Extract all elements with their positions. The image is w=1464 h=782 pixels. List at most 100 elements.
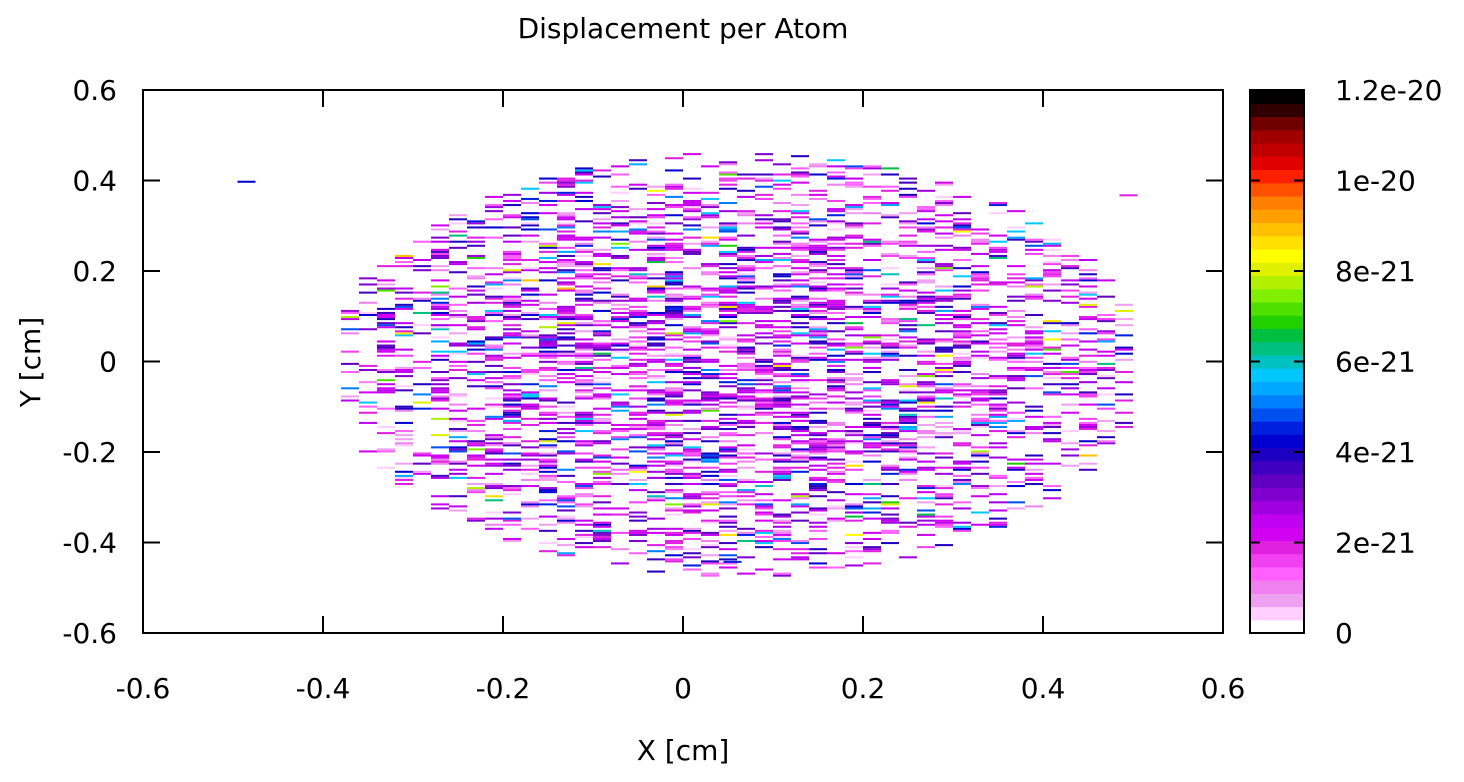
heatmap-cell — [395, 256, 413, 260]
heatmap-cell — [719, 177, 737, 180]
heatmap-cell — [863, 222, 881, 225]
heatmap-cell — [683, 371, 701, 374]
heatmap-cell — [503, 279, 521, 282]
heatmap-cell — [485, 417, 503, 420]
heatmap-cell — [701, 204, 719, 207]
heatmap-cell — [539, 476, 557, 479]
heatmap-cell — [719, 187, 737, 190]
heatmap-cell — [899, 470, 917, 473]
heatmap-cell — [755, 307, 773, 310]
heatmap-cell — [629, 478, 647, 481]
heatmap-cell — [701, 482, 719, 486]
heatmap-cell — [665, 332, 683, 335]
heatmap-cell — [593, 407, 611, 410]
heatmap-cell — [845, 305, 863, 308]
heatmap-cell — [395, 297, 413, 300]
heatmap-cell — [737, 421, 755, 424]
heatmap-cell — [665, 183, 683, 186]
heatmap-cell — [629, 220, 647, 223]
y-tick-label: 0 — [99, 346, 117, 379]
heatmap-cell — [237, 180, 256, 183]
heatmap-cell — [575, 417, 593, 420]
heatmap-cell — [557, 440, 575, 443]
heatmap-cell — [701, 226, 719, 229]
heatmap-cell — [647, 201, 665, 205]
heatmap-cell — [503, 283, 521, 286]
heatmap-cell — [773, 173, 791, 176]
heatmap-cell — [539, 301, 557, 304]
heatmap-cell — [791, 181, 809, 184]
heatmap-cell — [719, 554, 737, 557]
colorbar-band — [1250, 619, 1304, 634]
heatmap-cell — [719, 346, 737, 349]
heatmap-cell — [719, 474, 737, 477]
heatmap-cell — [521, 311, 539, 314]
heatmap-cell — [755, 259, 773, 262]
heatmap-cell — [845, 377, 863, 380]
heatmap-cell — [1025, 454, 1043, 457]
heatmap-cell — [989, 385, 1007, 388]
heatmap-cell — [1043, 462, 1061, 465]
heatmap-cell — [791, 434, 809, 437]
heatmap-cell — [737, 309, 755, 312]
heatmap-cell — [1007, 417, 1025, 420]
heatmap-cell — [845, 407, 863, 410]
heatmap-cell — [989, 525, 1007, 528]
heatmap-cell — [431, 340, 449, 343]
heatmap-cell — [449, 261, 467, 264]
heatmap-cell — [341, 350, 359, 353]
heatmap-cell — [683, 309, 701, 312]
heatmap-cell — [971, 397, 989, 400]
heatmap-cell — [827, 330, 845, 333]
heatmap-cell — [449, 472, 467, 475]
heatmap-cell — [719, 478, 737, 481]
heatmap-cell — [719, 503, 737, 506]
heatmap-cell — [593, 175, 611, 178]
heatmap-cell — [737, 387, 755, 390]
heatmap-cell — [539, 438, 557, 441]
heatmap-cell — [611, 342, 629, 345]
heatmap-cell — [1115, 371, 1133, 374]
heatmap-cell — [971, 273, 989, 276]
heatmap-cell — [791, 428, 809, 431]
heatmap-cell — [593, 529, 611, 532]
heatmap-cell — [827, 267, 845, 270]
heatmap-cell — [431, 291, 449, 294]
heatmap-cell — [575, 313, 593, 317]
heatmap-cell — [449, 234, 467, 237]
heatmap-cell — [575, 169, 593, 172]
heatmap-cell — [845, 277, 863, 280]
heatmap-cell — [557, 216, 575, 219]
heatmap-cell — [791, 246, 809, 249]
heatmap-cell — [935, 519, 953, 522]
heatmap-cell — [377, 432, 395, 435]
heatmap-cell — [791, 552, 809, 555]
heatmap-cell — [467, 316, 485, 319]
heatmap-cell — [809, 224, 827, 227]
heatmap-cell — [1097, 403, 1115, 406]
heatmap-cell — [521, 423, 539, 426]
heatmap-cell — [485, 297, 503, 300]
heatmap-cell — [953, 259, 971, 262]
heatmap-cell — [449, 460, 467, 463]
heatmap-cell — [917, 271, 935, 274]
heatmap-cell — [485, 346, 503, 349]
heatmap-cell — [449, 377, 467, 380]
heatmap-cell — [971, 487, 989, 490]
heatmap-cell — [647, 375, 665, 378]
heatmap-cell — [755, 470, 773, 473]
heatmap-cell — [1079, 444, 1097, 447]
heatmap-cell — [647, 336, 665, 339]
heatmap-cell — [629, 187, 647, 190]
heatmap-cell — [737, 366, 755, 369]
heatmap-cell — [953, 430, 971, 433]
heatmap-cell — [737, 531, 755, 534]
heatmap-cell — [665, 462, 683, 465]
heatmap-cell — [683, 295, 701, 298]
heatmap-cell — [827, 395, 845, 398]
heatmap-cell — [611, 350, 629, 353]
heatmap-cell — [683, 177, 701, 180]
heatmap-cell — [467, 489, 485, 492]
heatmap-cell — [863, 548, 881, 551]
heatmap-cell — [845, 503, 863, 506]
